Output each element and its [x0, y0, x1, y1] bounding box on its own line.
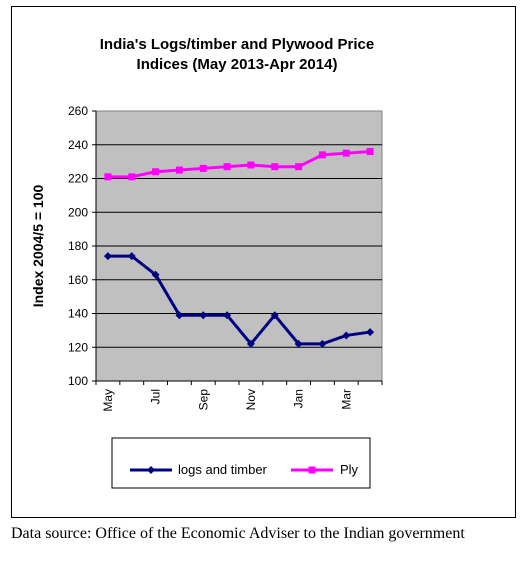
- chart-title-line-2: Indices (May 2013-Apr 2014): [137, 56, 338, 73]
- legend-label-ply: Ply: [340, 462, 359, 477]
- chart-title-line-1: India's Logs/timber and Plywood Price: [100, 36, 374, 53]
- data-point: [342, 149, 350, 157]
- x-tick-label: Mar: [339, 389, 353, 410]
- y-tick-label: 180: [68, 239, 88, 253]
- data-point: [151, 270, 160, 279]
- x-tick-label: Jan: [292, 389, 306, 408]
- data-point: [223, 311, 232, 320]
- data-point: [247, 161, 255, 169]
- data-point: [175, 311, 184, 320]
- legend-item-logs: logs and timber: [130, 462, 268, 477]
- series-line-1: [107, 150, 371, 179]
- y-tick-label: 160: [68, 273, 88, 287]
- data-point: [318, 151, 326, 159]
- data-point: [295, 163, 303, 171]
- data-point: [199, 164, 207, 172]
- data-point: [294, 339, 303, 348]
- y-tick-label: 240: [68, 138, 88, 152]
- y-tick-label: 200: [68, 205, 88, 219]
- data-point: [199, 311, 208, 320]
- legend-marker-logs: [147, 466, 155, 474]
- x-tick-label: Jul: [149, 389, 163, 404]
- data-point: [366, 148, 374, 155]
- data-point: [128, 173, 136, 181]
- y-tick-label: 100: [68, 374, 88, 388]
- x-tick-label: May: [101, 389, 115, 412]
- data-point: [342, 331, 351, 340]
- y-tick-label: 260: [68, 104, 88, 118]
- data-point: [318, 339, 327, 348]
- gridlines: [96, 144, 382, 348]
- data-point: [175, 166, 183, 174]
- data-point: [127, 252, 136, 261]
- chart-frame: India's Logs/timber and Plywood Price In…: [11, 6, 516, 518]
- data-point: [246, 339, 255, 348]
- y-tick-label: 140: [68, 307, 88, 321]
- legend-marker-ply: [308, 466, 316, 474]
- y-tick-label: 220: [68, 172, 88, 186]
- series-group: [103, 148, 375, 348]
- y-tick-label: 120: [68, 340, 88, 354]
- axes: 100 120 140 160 180 200 220 240 260 May Jul Sep Nov J…: [68, 104, 383, 412]
- series-line-0: [107, 254, 371, 346]
- data-point: [223, 163, 231, 171]
- data-point: [152, 168, 160, 176]
- data-point: [103, 252, 112, 261]
- data-point: [104, 173, 112, 181]
- x-tick-label: Sep: [196, 389, 210, 411]
- data-point: [271, 163, 279, 171]
- y-axis-label: Index 2004/5 = 100: [30, 184, 46, 307]
- data-point: [366, 328, 375, 337]
- legend-label-logs: logs and timber: [178, 462, 268, 477]
- legend-item-ply: Ply: [291, 462, 359, 477]
- data-point: [270, 311, 279, 320]
- line-chart: India's Logs/timber and Plywood Price In…: [30, 36, 383, 489]
- legend-box: [111, 437, 371, 489]
- x-tick-label: Nov: [244, 389, 258, 410]
- data-source-note: Data source: Office of the Economic Advi…: [11, 525, 465, 542]
